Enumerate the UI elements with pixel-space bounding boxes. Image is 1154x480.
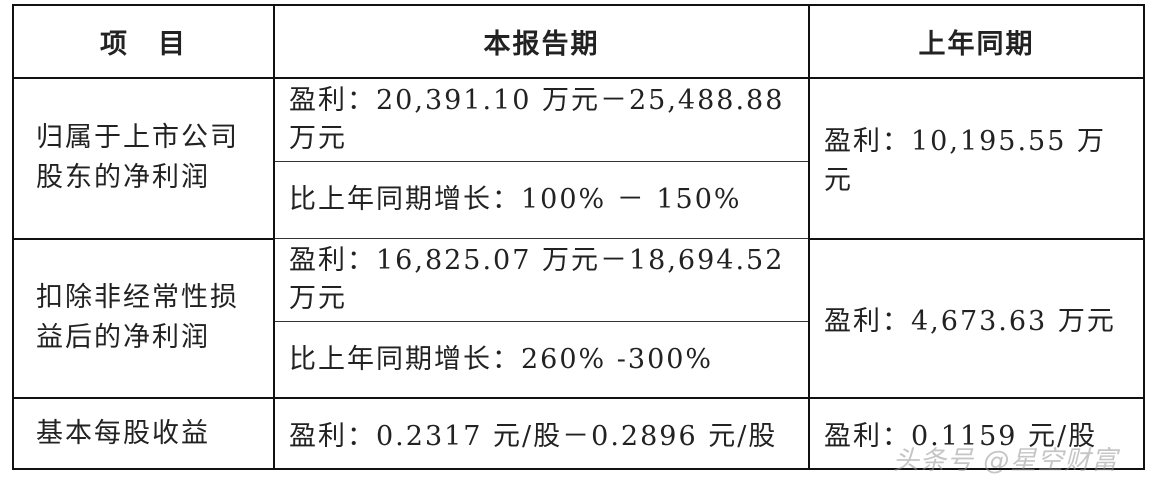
current-growth: 比上年同期增长：100% － 150% — [273, 161, 810, 239]
header-prior-period: 上年同期 — [808, 4, 1145, 79]
table-row: 比上年同期增长：260% -300% — [13, 321, 1144, 399]
prior-value: 盈利：10,195.55 万元 — [808, 77, 1145, 240]
header-item: 项 目 — [12, 4, 275, 79]
current-value: 盈利：16,825.07 万元－18,694.52 万元 — [273, 238, 810, 322]
watermark: 头条号 @星空财富 — [893, 446, 1119, 476]
current-value: 盈利：0.2317 元/股－0.2896 元/股 — [273, 397, 810, 470]
table-row: 扣除非经常性损益后的净利润 盈利：16,825.07 万元－18,694.52 … — [12, 237, 1145, 399]
row-item-label: 基本每股收益 — [12, 397, 275, 470]
table-row: 比上年同期增长：100% － 150% — [13, 161, 1144, 239]
current-value: 盈利：20,391.10 万元－25,488.88 万元 — [273, 77, 810, 162]
header-current-period: 本报告期 — [273, 4, 810, 79]
row-item-label: 归属于上市公司股东的净利润 — [12, 77, 275, 240]
row-item-label: 扣除非经常性损益后的净利润 — [12, 237, 275, 399]
header-row: 项 目 本报告期 上年同期 — [12, 4, 1145, 79]
prior-value: 盈利：0.1159 元/股 — [808, 397, 1145, 470]
prior-value: 盈利：4,673.63 万元 — [808, 237, 1145, 399]
table-row: 归属于上市公司股东的净利润 盈利：20,391.10 万元－25,488.88 … — [12, 77, 1145, 240]
earnings-forecast-table: 项 目 本报告期 上年同期 归属于上市公司股东的净利润 盈利：20,391.10… — [12, 4, 1145, 470]
table-row: 基本每股收益 盈利：0.2317 元/股－0.2896 元/股 盈利：0.115… — [12, 397, 1145, 470]
current-growth: 比上年同期增长：260% -300% — [273, 321, 810, 399]
